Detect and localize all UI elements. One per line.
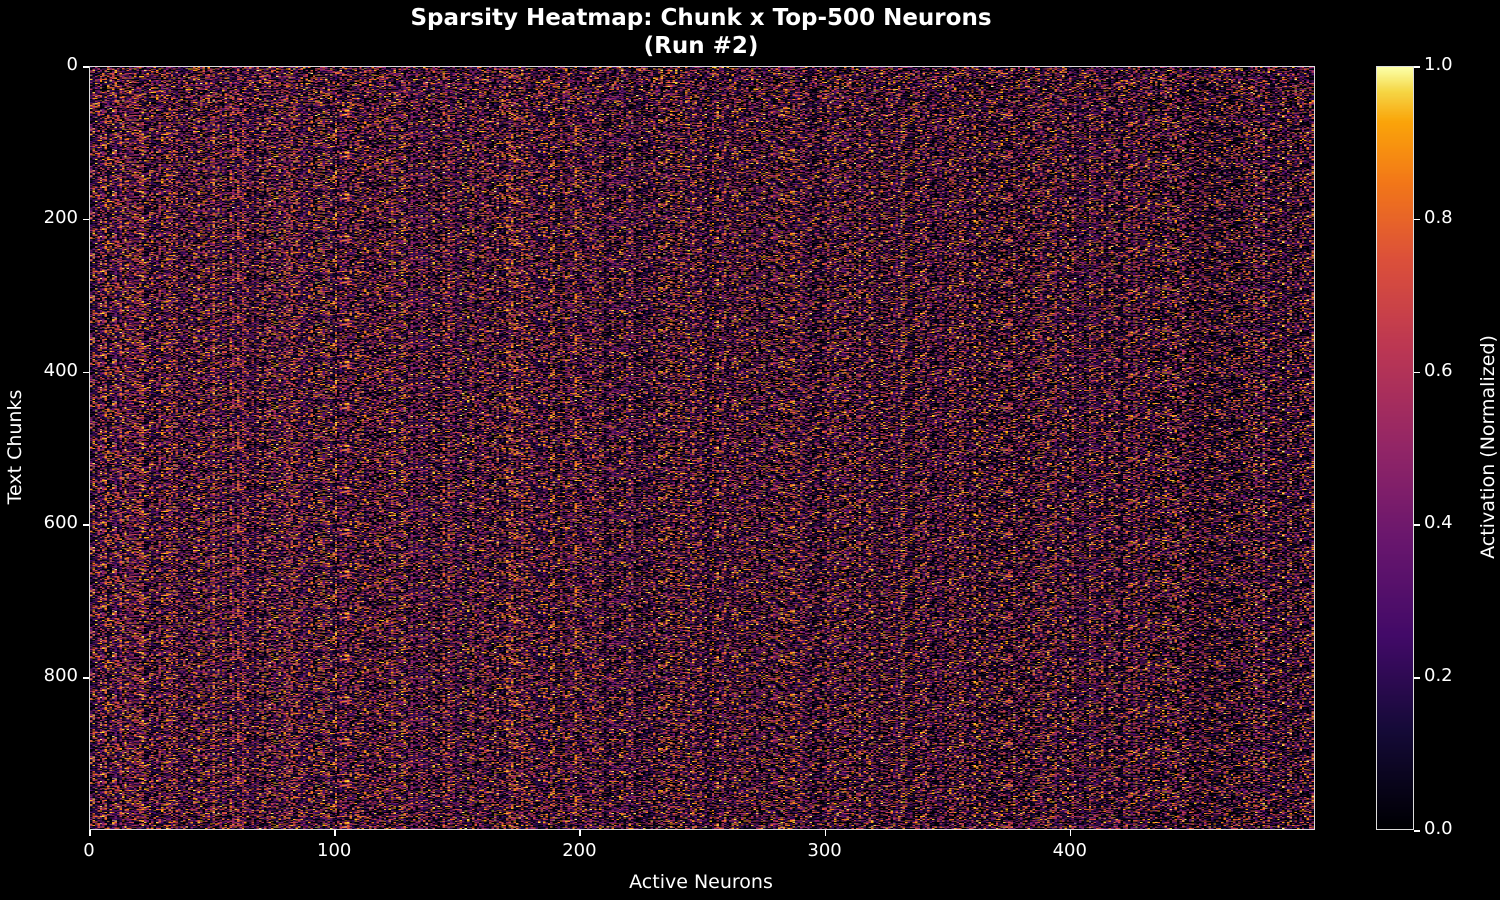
x-tick-label: 0	[83, 840, 95, 861]
y-tick-label: 600	[43, 512, 78, 534]
x-tick-mark	[1069, 830, 1072, 836]
x-tick-mark	[579, 830, 581, 836]
y-tick-label: 400	[43, 359, 78, 381]
x-axis-label: Active Neurons	[629, 871, 773, 893]
y-tick-mark	[83, 677, 89, 679]
x-tick-label: 100	[317, 840, 352, 861]
colorbar-tick-label: 0.6	[1424, 359, 1453, 381]
chart-title: Sparsity Heatmap: Chunk x Top-500 Neuron…	[410, 5, 992, 31]
colorbar-gradient	[1377, 67, 1413, 829]
y-tick-mark	[83, 371, 89, 374]
y-tick-label: 800	[43, 665, 78, 687]
colorbar-tick-label: 1.0	[1424, 54, 1453, 75]
colorbar-tick-label: 0.0	[1424, 818, 1453, 839]
colorbar-tick-label: 0.4	[1424, 512, 1453, 534]
y-tick-label: 200	[43, 206, 78, 228]
colorbar-tick-mark	[1414, 524, 1420, 526]
x-tick-mark	[334, 830, 336, 836]
colorbar-tick-mark	[1414, 218, 1420, 221]
y-tick-mark	[83, 66, 89, 68]
colorbar-tick-label: 0.8	[1424, 206, 1453, 228]
colorbar-tick-mark	[1414, 66, 1420, 68]
colorbar-label: Activation (Normalized)	[1477, 335, 1499, 559]
y-tick-mark	[83, 524, 89, 526]
heatmap-cells	[90, 67, 1314, 829]
chart-subtitle: (Run #2)	[643, 33, 759, 59]
y-tick-label: 0	[66, 54, 78, 75]
x-tick-mark	[824, 830, 827, 836]
x-tick-label: 200	[562, 840, 597, 861]
x-tick-label: 300	[807, 840, 842, 861]
x-tick-mark	[89, 830, 91, 836]
colorbar-tick-mark	[1414, 371, 1420, 374]
colorbar-tick-mark	[1414, 677, 1420, 679]
x-tick-label: 400	[1052, 840, 1087, 861]
colorbar-tick-mark	[1414, 830, 1420, 832]
colorbar-frame	[1376, 66, 1414, 830]
y-tick-mark	[83, 218, 89, 221]
plot-frame	[89, 66, 1315, 830]
colorbar-tick-label: 0.2	[1424, 665, 1453, 687]
y-axis-label: Text Chunks	[4, 389, 26, 505]
